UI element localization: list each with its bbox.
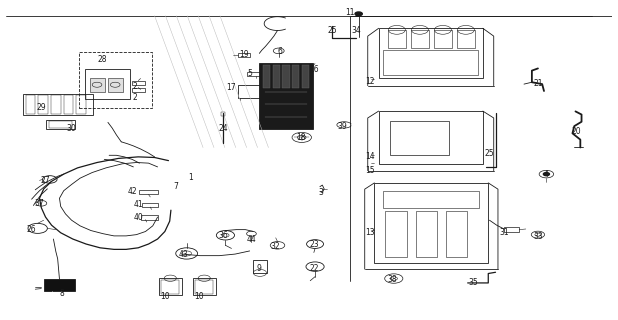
Bar [25, 95, 35, 114]
Bar [253, 260, 266, 273]
Bar [292, 65, 299, 89]
Bar [384, 191, 479, 208]
Bar [247, 72, 264, 76]
Bar [504, 227, 519, 232]
Bar [389, 121, 449, 155]
Bar [385, 211, 407, 257]
Text: 17: 17 [227, 84, 236, 92]
Text: 38: 38 [387, 275, 397, 284]
Bar [302, 65, 309, 89]
Text: 22: 22 [309, 264, 319, 273]
Text: 31: 31 [499, 228, 509, 237]
Bar [384, 50, 478, 75]
Text: 6: 6 [277, 47, 282, 56]
Bar [79, 52, 151, 108]
Text: 13: 13 [365, 228, 375, 236]
Text: 12: 12 [365, 77, 375, 86]
Text: 9: 9 [257, 264, 262, 273]
Circle shape [543, 172, 549, 176]
Text: 44: 44 [247, 235, 256, 244]
Bar [159, 278, 182, 295]
Text: 32: 32 [271, 242, 281, 251]
Text: 23: 23 [309, 240, 319, 249]
Bar [263, 65, 270, 89]
Bar [64, 95, 74, 114]
Text: 41: 41 [133, 200, 143, 209]
Bar [221, 112, 226, 116]
Bar [434, 30, 452, 48]
Text: 24: 24 [218, 124, 228, 133]
Bar [49, 121, 72, 128]
Bar [51, 95, 61, 114]
Text: 18: 18 [297, 133, 306, 142]
Text: 2: 2 [132, 93, 137, 102]
Text: 19: 19 [239, 50, 248, 59]
Bar [140, 190, 158, 195]
Text: 33: 33 [533, 232, 543, 241]
Text: 7: 7 [173, 182, 178, 191]
Bar [195, 280, 213, 294]
Text: 35: 35 [469, 278, 478, 287]
Text: 29: 29 [36, 103, 46, 112]
Text: 5: 5 [247, 69, 252, 78]
Text: 2: 2 [132, 82, 137, 91]
Bar [379, 28, 483, 78]
Bar [132, 81, 145, 85]
Text: 14: 14 [365, 152, 375, 161]
Text: 43: 43 [178, 250, 188, 259]
Bar [387, 30, 406, 48]
Text: 11: 11 [345, 8, 355, 17]
Text: 10: 10 [194, 292, 203, 301]
Bar [457, 30, 475, 48]
Text: 37: 37 [35, 199, 44, 208]
Text: 28: 28 [97, 54, 107, 64]
Bar [132, 88, 145, 92]
Bar [375, 183, 488, 263]
Text: 26: 26 [27, 225, 36, 234]
Text: 39: 39 [337, 122, 347, 131]
Bar [161, 280, 179, 294]
Text: 1: 1 [188, 173, 193, 182]
Text: 16: 16 [309, 65, 319, 74]
Bar [415, 211, 437, 257]
Text: 34: 34 [352, 26, 361, 35]
Text: 8: 8 [59, 289, 64, 298]
Circle shape [355, 12, 362, 16]
Bar [85, 69, 130, 99]
Bar [237, 53, 250, 57]
Text: 21: 21 [533, 79, 543, 88]
Bar [260, 63, 313, 129]
Text: 25: 25 [485, 149, 494, 158]
Text: 4: 4 [544, 170, 549, 179]
Text: 30: 30 [67, 124, 77, 133]
Bar [38, 95, 48, 114]
Text: 10: 10 [161, 292, 171, 301]
Bar [44, 279, 75, 291]
Text: 40: 40 [133, 212, 143, 221]
Bar [273, 65, 280, 89]
Bar [411, 30, 429, 48]
Bar [379, 111, 483, 164]
Bar [108, 77, 123, 92]
Bar [46, 120, 75, 129]
Bar [141, 215, 158, 220]
Bar [446, 211, 467, 257]
Text: 42: 42 [127, 188, 137, 196]
Bar [282, 65, 290, 89]
Bar [77, 95, 86, 114]
Text: 27: 27 [41, 176, 50, 185]
Text: 36: 36 [218, 231, 228, 240]
Bar [23, 94, 93, 115]
Bar [193, 278, 216, 295]
Text: 3: 3 [319, 188, 324, 197]
Text: 15: 15 [365, 166, 375, 175]
Bar [90, 77, 105, 92]
Text: 20: 20 [572, 127, 582, 136]
Bar [238, 85, 269, 98]
Text: 25: 25 [327, 26, 337, 35]
Bar [143, 203, 158, 207]
